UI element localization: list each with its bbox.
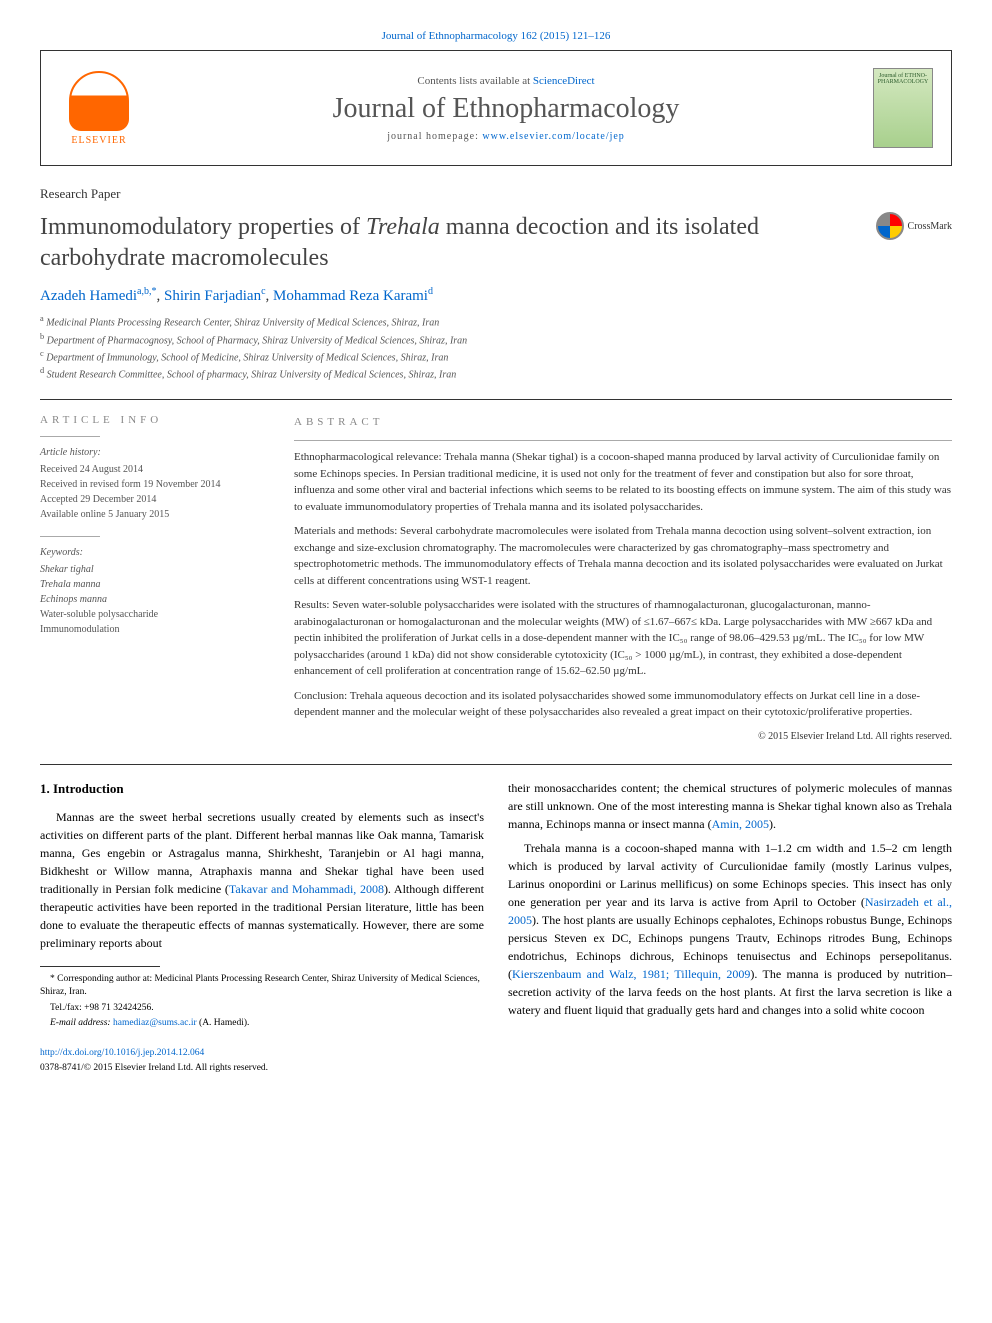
paper-title: Immunomodulatory properties of Trehala m… <box>40 212 876 274</box>
intro-paragraph-2: Trehala manna is a cocoon-shaped manna w… <box>508 839 952 1019</box>
elsevier-logo: ELSEVIER <box>59 63 139 153</box>
revised-date: Received in revised form 19 November 201… <box>40 477 270 492</box>
received-date: Received 24 August 2014 <box>40 462 270 477</box>
article-info-label: ARTICLE INFO <box>40 414 270 426</box>
homepage-line: journal homepage: www.elsevier.com/locat… <box>139 131 873 142</box>
abstract-methods: Materials and methods: Several carbohydr… <box>294 523 952 589</box>
author-1[interactable]: Azadeh Hamedi <box>40 288 137 304</box>
abstract-conclusion: Conclusion: Trehala aqueous decoction an… <box>294 688 952 721</box>
corresponding-author: * Corresponding author at: Medicinal Pla… <box>40 973 484 1000</box>
contents-line: Contents lists available at ScienceDirec… <box>139 75 873 87</box>
footnotes: * Corresponding author at: Medicinal Pla… <box>40 973 484 1030</box>
intro-paragraph-1-cont: their monosaccharides content; the chemi… <box>508 779 952 833</box>
sciencedirect-link[interactable]: ScienceDirect <box>533 75 595 87</box>
abstract-column: ABSTRACT Ethnopharmacological relevance:… <box>294 414 952 744</box>
affiliations: a Medicinal Plants Processing Research C… <box>40 313 952 382</box>
citation-link[interactable]: Kierszenbaum and Walz, 1981; Tillequin, … <box>512 967 750 981</box>
abstract-label: ABSTRACT <box>294 414 952 431</box>
elsevier-text: ELSEVIER <box>71 135 126 146</box>
author-2[interactable]: Shirin Farjadian <box>164 288 261 304</box>
intro-heading: 1. Introduction <box>40 779 484 799</box>
homepage-link[interactable]: www.elsevier.com/locate/jep <box>482 131 624 142</box>
doi-link[interactable]: http://dx.doi.org/10.1016/j.jep.2014.12.… <box>40 1048 204 1058</box>
email-link[interactable]: hamediaz@sums.ac.ir <box>113 1018 197 1028</box>
keywords-heading: Keywords: <box>40 545 270 560</box>
article-info-column: ARTICLE INFO Article history: Received 2… <box>40 414 270 744</box>
keyword: Immunomodulation <box>40 622 270 637</box>
abstract-relevance: Ethnopharmacological relevance: Trehala … <box>294 449 952 515</box>
divider <box>40 399 952 400</box>
journal-name: Journal of Ethnopharmacology <box>139 93 873 125</box>
email-line: E-mail address: hamediaz@sums.ac.ir (A. … <box>40 1017 484 1030</box>
tel-fax: Tel./fax: +98 71 32424256. <box>40 1002 484 1015</box>
accepted-date: Accepted 29 December 2014 <box>40 492 270 507</box>
footnote-separator <box>40 966 160 967</box>
journal-header: ELSEVIER Contents lists available at Sci… <box>40 50 952 166</box>
online-date: Available online 5 January 2015 <box>40 507 270 522</box>
journal-cover-thumbnail: Journal of ETHNO-PHARMACOLOGY <box>873 68 933 148</box>
citation-link[interactable]: Takavar and Mohammadi, 2008 <box>229 882 384 896</box>
paper-type: Research Paper <box>40 186 952 202</box>
crossmark-icon <box>876 212 904 240</box>
body-right-column: their monosaccharides content; the chemi… <box>508 779 952 1075</box>
crossmark-badge[interactable]: CrossMark <box>876 212 952 240</box>
authors-line: Azadeh Hamedia,b,*, Shirin Farjadianc, M… <box>40 286 952 305</box>
divider <box>40 764 952 765</box>
doi-block: http://dx.doi.org/10.1016/j.jep.2014.12.… <box>40 1046 484 1075</box>
keyword: Echinops manna <box>40 592 270 607</box>
author-3[interactable]: Mohammad Reza Karami <box>273 288 428 304</box>
abstract-results: Results: Seven water-soluble polysacchar… <box>294 597 952 680</box>
abstract-copyright: © 2015 Elsevier Ireland Ltd. All rights … <box>294 729 952 744</box>
top-citation: Journal of Ethnopharmacology 162 (2015) … <box>40 30 952 42</box>
keyword: Trehala manna <box>40 577 270 592</box>
citation-link[interactable]: Amin, 2005 <box>712 817 769 831</box>
intro-paragraph-1: Mannas are the sweet herbal secretions u… <box>40 808 484 952</box>
issn-copyright: 0378-8741/© 2015 Elsevier Ireland Ltd. A… <box>40 1061 484 1075</box>
elsevier-tree-icon <box>69 71 129 131</box>
history-heading: Article history: <box>40 445 270 460</box>
keyword: Shekar tighal <box>40 562 270 577</box>
keyword: Water-soluble polysaccharide <box>40 607 270 622</box>
body-left-column: 1. Introduction Mannas are the sweet her… <box>40 779 484 1075</box>
